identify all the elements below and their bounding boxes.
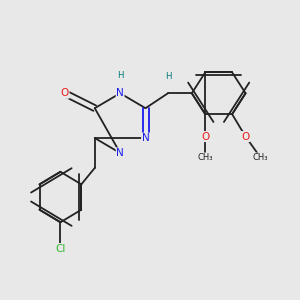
Text: N: N — [116, 148, 124, 158]
Text: N: N — [116, 88, 124, 98]
Text: O: O — [201, 132, 209, 142]
Text: H: H — [165, 72, 171, 81]
Text: N: N — [142, 133, 149, 143]
Text: H: H — [117, 71, 123, 80]
Text: CH₃: CH₃ — [253, 153, 268, 162]
Text: O: O — [61, 88, 69, 98]
Text: O: O — [242, 132, 250, 142]
Text: Cl: Cl — [55, 244, 66, 254]
Text: CH₃: CH₃ — [197, 153, 213, 162]
